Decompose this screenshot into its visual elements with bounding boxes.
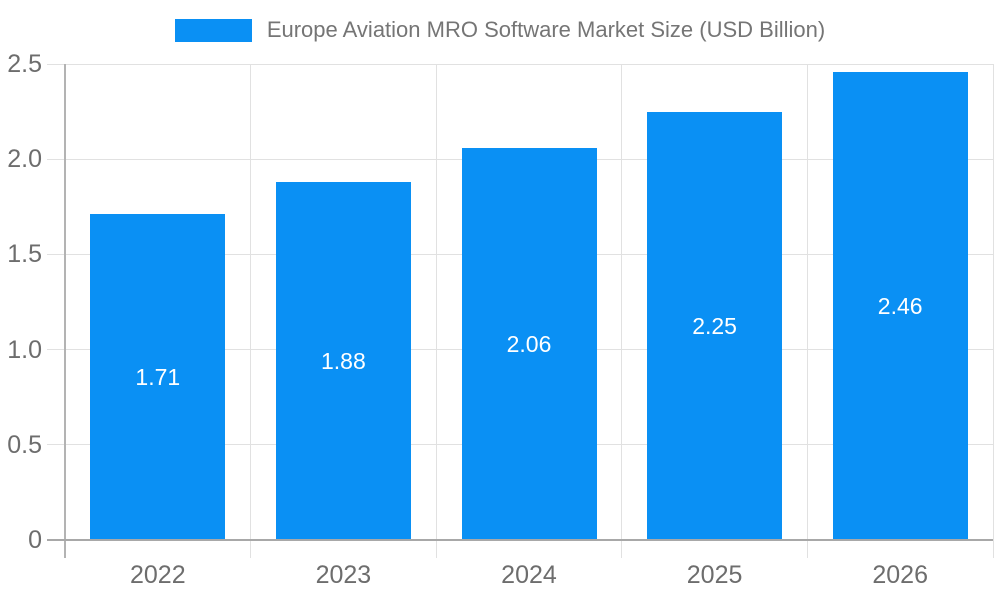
x-axis-tick <box>621 540 623 558</box>
x-axis-tick-label: 2026 <box>872 561 928 589</box>
bar-value-label: 2.25 <box>692 312 737 339</box>
y-axis-tick-label: 2.5 <box>7 50 42 78</box>
y-axis-tick-label: 1.0 <box>7 335 42 364</box>
x-axis-tick <box>435 540 437 558</box>
bar[interactable] <box>275 182 411 540</box>
x-axis-tick-label: 2023 <box>315 561 372 589</box>
legend-label[interactable]: Europe Aviation MRO Software Market Size… <box>266 17 826 42</box>
bar[interactable] <box>461 147 597 540</box>
bar-value-label: 1.71 <box>135 364 181 391</box>
y-axis-tick-label: 1.5 <box>7 240 42 269</box>
y-axis-tick-label: 2.0 <box>7 145 42 174</box>
bar[interactable] <box>832 71 968 540</box>
legend: Europe Aviation MRO Software Market Size… <box>0 14 1000 46</box>
bar-value-label: 2.06 <box>506 330 552 357</box>
y-axis-tick-label: 0.5 <box>7 430 42 459</box>
y-axis-tick-label: 0 <box>28 526 42 554</box>
y-gridline <box>47 63 993 65</box>
y-axis-line <box>64 64 66 558</box>
x-axis-tick-label: 2025 <box>686 561 743 589</box>
bar[interactable] <box>90 214 226 540</box>
x-gridline <box>621 64 623 540</box>
bar[interactable] <box>647 111 783 540</box>
x-axis-tick <box>992 540 994 558</box>
x-gridline <box>435 64 437 540</box>
x-gridline <box>806 64 808 540</box>
x-axis-tick <box>806 540 808 558</box>
x-axis-tick <box>250 540 252 558</box>
legend-swatch[interactable] <box>174 18 252 42</box>
x-gridline <box>992 64 994 540</box>
bar-value-label: 2.46 <box>877 292 923 319</box>
x-gridline <box>250 64 252 540</box>
bar-value-label: 1.88 <box>321 348 366 375</box>
x-axis-tick-label: 2022 <box>129 561 186 589</box>
x-axis-baseline <box>47 539 993 541</box>
x-axis-tick-label: 2024 <box>501 561 557 589</box>
